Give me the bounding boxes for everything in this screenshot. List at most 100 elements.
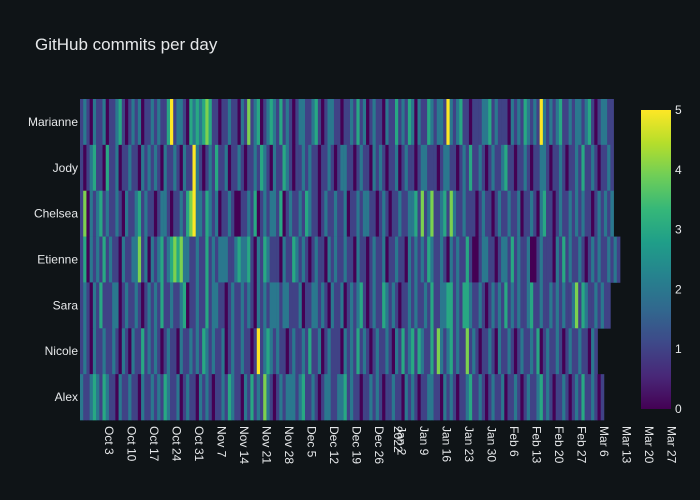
heatmap-cell (440, 190, 444, 237)
heatmap-cell (430, 144, 434, 192)
heatmap-cell (597, 374, 602, 421)
heatmap-cell (558, 328, 563, 375)
heatmap-cell (311, 328, 315, 375)
heatmap-cell (411, 328, 415, 375)
heatmap-cell (591, 236, 595, 283)
heatmap-cell (575, 374, 579, 421)
heatmap-cell (108, 236, 113, 283)
heatmap-cell (591, 190, 595, 237)
heatmap-cell (571, 282, 576, 329)
heatmap-cell (340, 328, 344, 375)
heatmap-cell (465, 190, 470, 237)
heatmap-cell (305, 328, 309, 375)
heatmap-cell (385, 282, 389, 329)
heatmap-cell (340, 282, 344, 329)
heatmap-cell (112, 282, 116, 329)
heatmap-cell (456, 190, 460, 237)
heatmap-cell (305, 99, 309, 146)
x-tick-label: Mar 6 (597, 426, 611, 457)
heatmap-cell (491, 374, 495, 421)
heatmap-cell (260, 236, 264, 283)
heatmap-cell (321, 99, 325, 146)
heatmap-cell (173, 190, 177, 237)
heatmap-cell (411, 236, 415, 283)
heatmap-cell (549, 190, 553, 237)
heatmap-cell (276, 236, 280, 283)
heatmap-cell (462, 144, 467, 192)
heatmap-cell (92, 99, 97, 146)
heatmap-cell (186, 190, 190, 237)
heatmap-cell (456, 99, 460, 146)
heatmap-cell (234, 328, 238, 375)
heatmap-cell (317, 328, 322, 375)
heatmap-cell (240, 236, 245, 283)
heatmap-cell (234, 282, 238, 329)
heatmap-cell (227, 144, 232, 192)
heatmap-cell (398, 236, 402, 283)
heatmap-cell (542, 144, 547, 192)
heatmap-cell (485, 99, 489, 146)
heatmap-cell (125, 236, 129, 283)
heatmap-cell (562, 236, 566, 283)
heatmap-cell (272, 99, 277, 146)
x-tick-label: Feb 20 (552, 426, 566, 464)
heatmap-cell (549, 328, 553, 375)
heatmap-cell (366, 144, 370, 192)
heatmap-cell (565, 236, 569, 283)
heatmap-cell (166, 190, 171, 237)
heatmap-cell (128, 328, 132, 375)
heatmap-cell (375, 374, 380, 421)
heatmap-cell (359, 190, 364, 237)
heatmap-cell (269, 190, 274, 237)
heatmap-cell (430, 328, 434, 375)
heatmap-cell (112, 374, 116, 421)
heatmap-cell (195, 99, 200, 146)
heatmap-cell (401, 99, 405, 146)
heatmap-cell (459, 328, 463, 375)
heatmap-cell (398, 190, 402, 237)
heatmap-cell (231, 144, 235, 192)
heatmap-cell (137, 236, 142, 283)
heatmap-cell (305, 144, 309, 192)
heatmap-cell (192, 144, 197, 192)
heatmap-cell (369, 144, 373, 192)
heatmap-cell (308, 236, 312, 283)
heatmap-cell (398, 144, 402, 192)
heatmap-cell (382, 190, 386, 237)
x-tick-label: Jan 30 (484, 426, 498, 462)
x-tick-label: Mar 27 (664, 426, 678, 464)
heatmap-cell (485, 328, 489, 375)
heatmap-cell (298, 144, 303, 192)
heatmap-cell (253, 144, 258, 192)
heatmap-cell (568, 328, 573, 375)
heatmap-cell (240, 282, 245, 329)
heatmap-cell (526, 374, 531, 421)
heatmap-cell (266, 328, 270, 375)
heatmap-cell (578, 99, 582, 146)
heatmap-cell (526, 99, 531, 146)
heatmap-cell (295, 236, 299, 283)
heatmap-cell (231, 236, 235, 283)
heatmap-cell (417, 144, 422, 192)
x-tick-label: Feb 27 (574, 426, 588, 464)
heatmap-cell (160, 190, 164, 237)
heatmap-cell (497, 144, 502, 192)
heatmap-cell (112, 328, 116, 375)
heatmap-cell (417, 328, 422, 375)
heatmap-cell (430, 236, 434, 283)
heatmap-cell (565, 282, 569, 329)
heatmap-cell (533, 282, 537, 329)
heatmap-cell (378, 282, 383, 329)
heatmap-cell (459, 236, 463, 283)
heatmap-cell (465, 282, 470, 329)
heatmap-cell (282, 236, 287, 283)
heatmap-cell (510, 144, 515, 192)
heatmap-cell (121, 328, 126, 375)
heatmap-cell (575, 328, 579, 375)
heatmap-cell (182, 144, 187, 192)
heatmap-cell (488, 236, 492, 283)
heatmap-cell (176, 282, 180, 329)
heatmap-cell (105, 236, 110, 283)
heatmap-cell (497, 99, 502, 146)
heatmap-cell (317, 99, 322, 146)
